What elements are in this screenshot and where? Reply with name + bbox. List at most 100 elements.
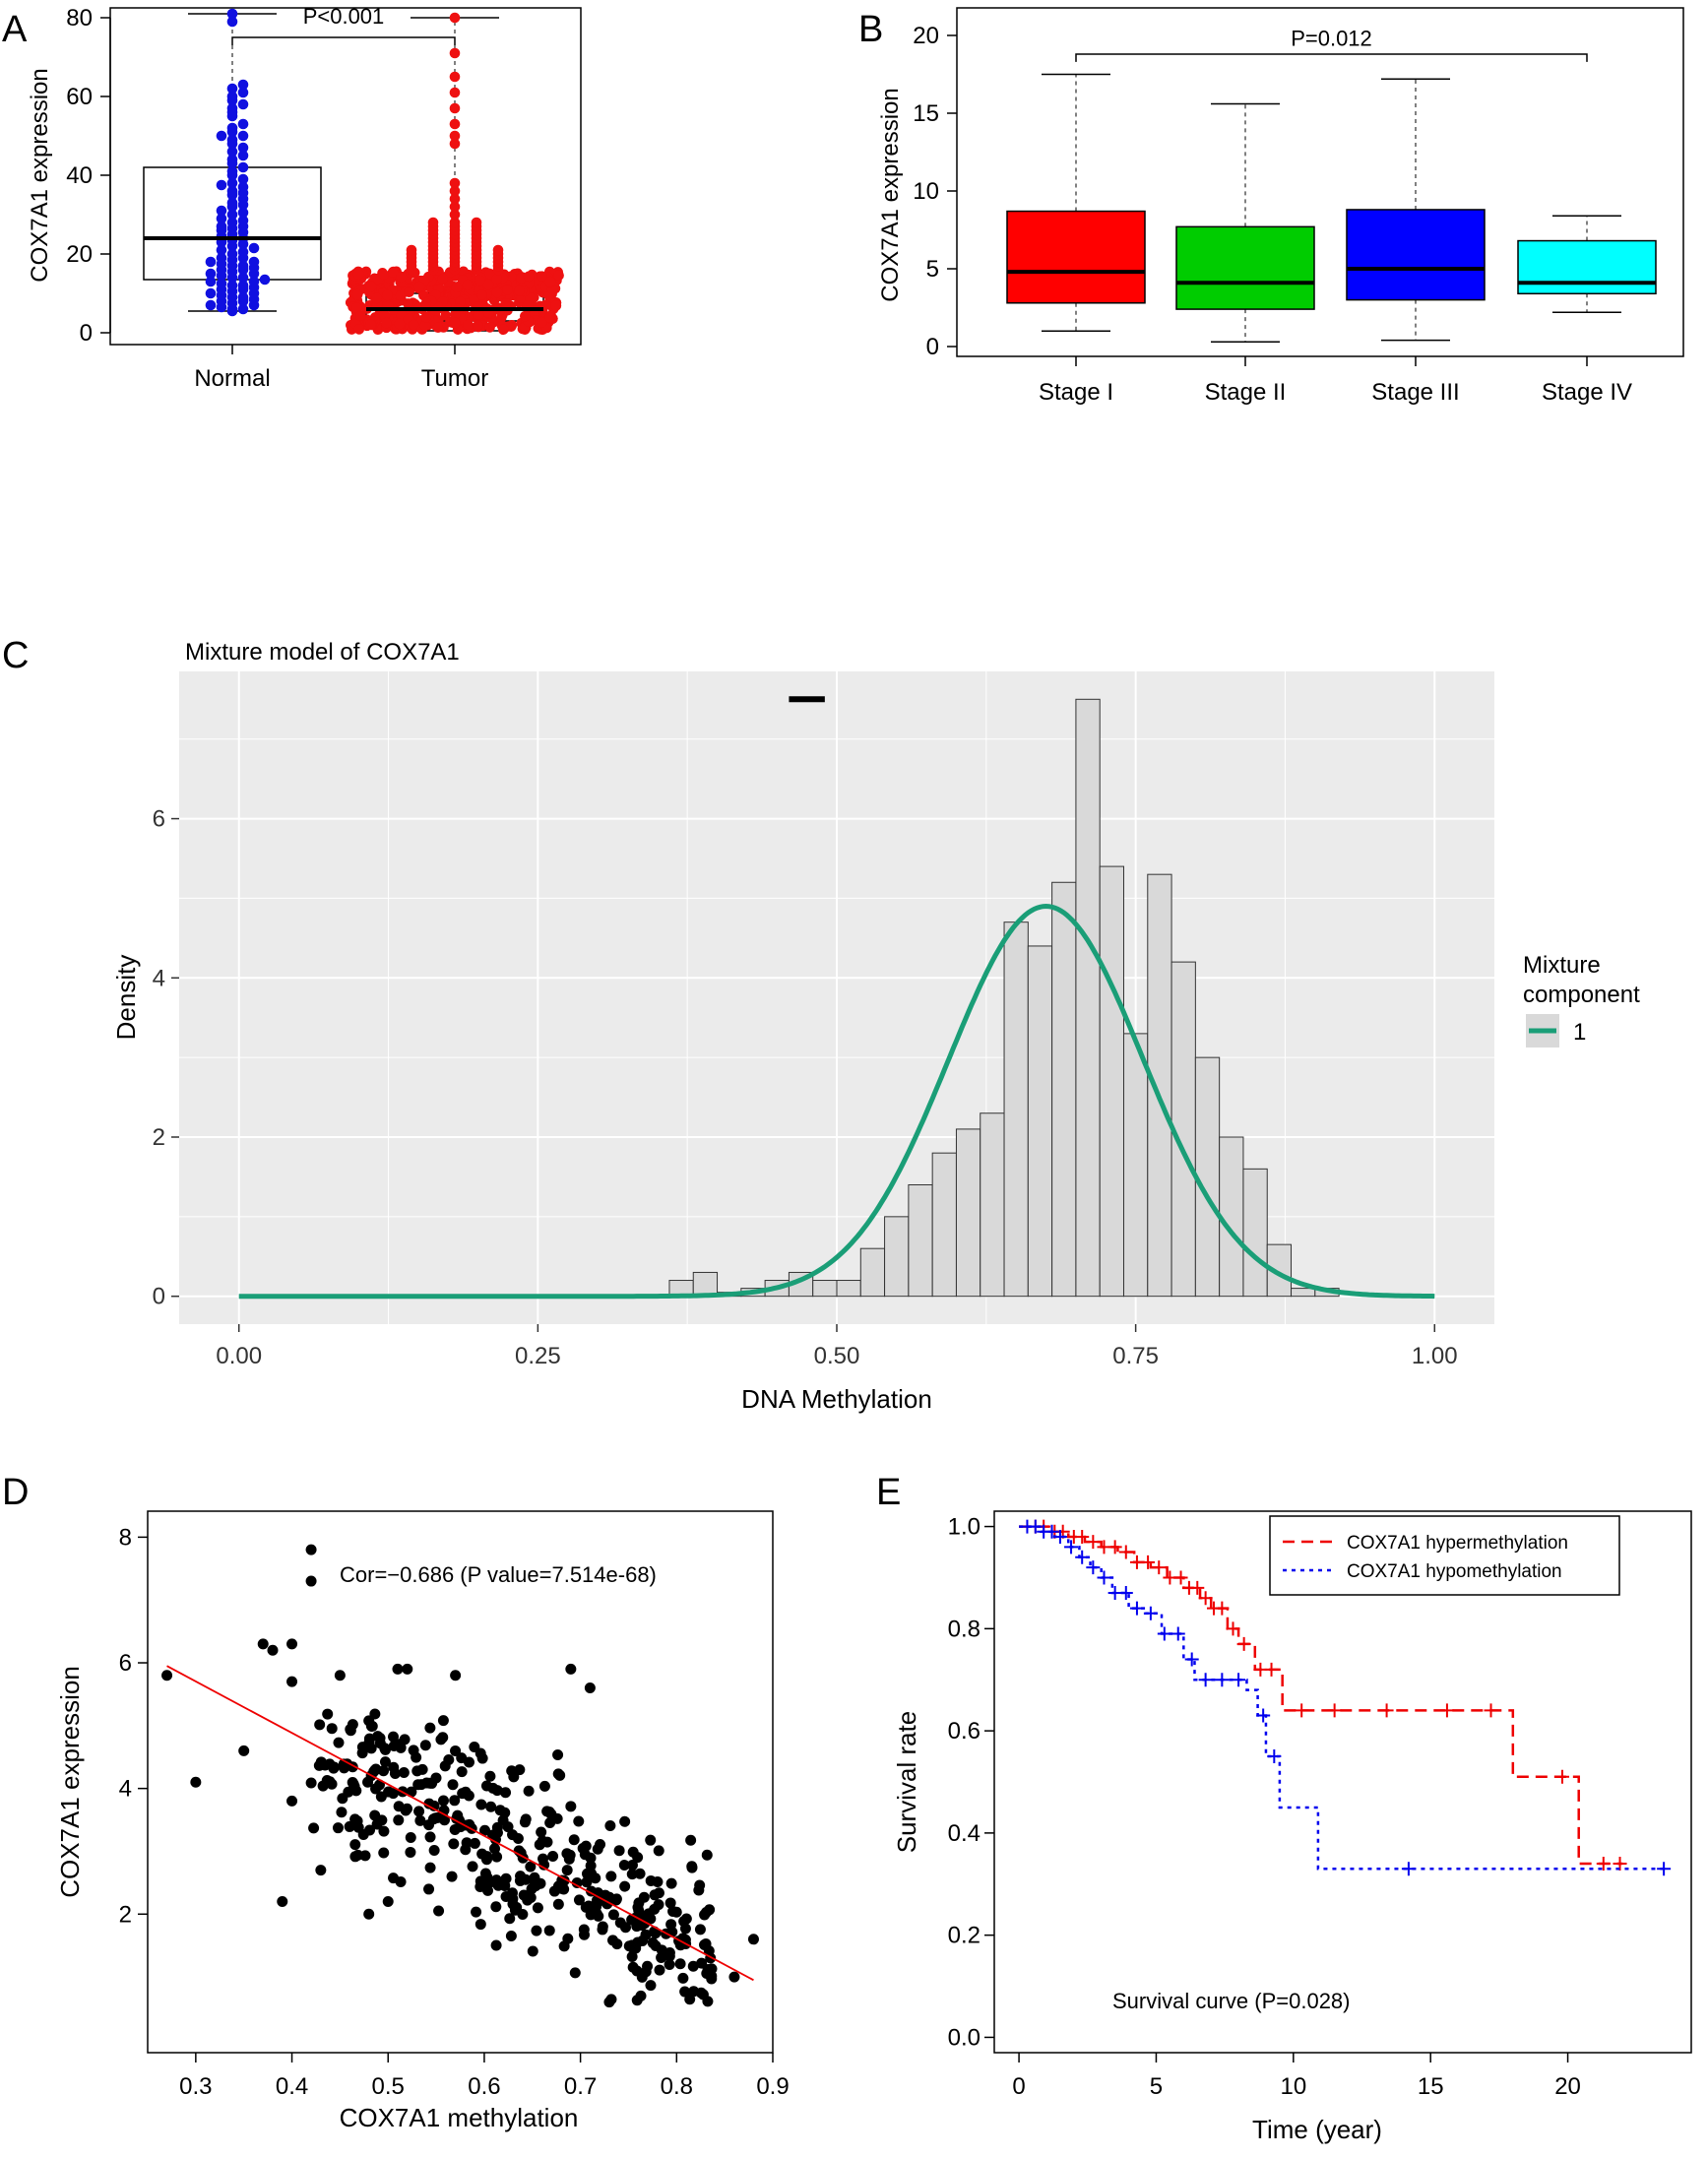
plot-frame-e	[993, 1510, 1692, 2054]
scatter-point	[449, 1795, 461, 1807]
data-point-tumor	[537, 271, 547, 282]
data-point-tumor	[413, 281, 425, 292]
scatter-point	[653, 1845, 664, 1857]
scatter-point	[446, 1871, 458, 1882]
scatter-point	[424, 1722, 436, 1734]
scatter-point	[664, 1958, 675, 1970]
data-point-tumor	[449, 209, 461, 221]
panel-label-a: A	[2, 9, 28, 50]
scatter-point	[654, 1964, 665, 1976]
data-point-normal	[226, 134, 238, 146]
scatter-point	[344, 1820, 355, 1832]
scatter-point	[423, 1798, 435, 1809]
scatter-point	[378, 1825, 390, 1837]
data-point-tumor	[382, 289, 393, 301]
scatter-point	[378, 1847, 390, 1859]
legend-box-e	[1269, 1515, 1620, 1596]
scatter-point	[393, 1801, 405, 1812]
data-point-tumor	[396, 271, 408, 283]
x-tick-label-a: Tumor	[421, 365, 488, 392]
scatter-point	[452, 1809, 464, 1821]
scatter-point	[393, 1814, 405, 1826]
x-tick-label-b: Stage II	[1205, 379, 1287, 406]
censor-mark	[1401, 1862, 1416, 1876]
data-point-tumor	[544, 276, 556, 287]
scatter-point	[638, 1891, 650, 1903]
scatter-point	[398, 1766, 410, 1778]
data-point-normal	[205, 256, 217, 268]
scatter-point	[543, 1925, 555, 1936]
data-point-normal	[259, 274, 271, 286]
y-tick-label-b: 5	[926, 256, 939, 283]
scatter-point	[497, 1814, 509, 1826]
scatter-point	[552, 1748, 564, 1760]
data-point-normal	[237, 260, 249, 272]
scatter-point	[363, 1908, 375, 1920]
scatter-point	[460, 1844, 472, 1856]
scatter-point	[580, 1840, 592, 1852]
data-point-tumor	[482, 279, 494, 290]
scatter-point	[267, 1644, 279, 1656]
censor-mark	[1184, 1652, 1199, 1667]
scatter-point	[277, 1896, 288, 1908]
data-point-tumor	[484, 322, 495, 333]
data-point-normal	[226, 185, 238, 197]
histogram-bar	[1099, 865, 1124, 1298]
scatter-point	[286, 1795, 298, 1807]
data-point-tumor	[365, 319, 376, 331]
scatter-point	[356, 1747, 368, 1759]
censor-mark	[1226, 1621, 1240, 1636]
data-point-normal	[226, 280, 238, 291]
data-point-tumor	[523, 271, 535, 283]
data-point-normal	[226, 217, 238, 228]
data-point-normal	[226, 154, 238, 165]
data-point-normal	[248, 276, 260, 287]
scatter-point	[552, 1768, 564, 1780]
scatter-point	[627, 1846, 639, 1858]
scatter-point	[573, 1894, 585, 1906]
scatter-point	[479, 1824, 491, 1836]
data-point-tumor	[378, 269, 390, 281]
panel-c-histogram: Mixture model of COX7A1 0.00 0.25 0.50 0.75 1…	[111, 639, 1640, 1414]
censor-mark	[1379, 1703, 1394, 1718]
scatter-point	[305, 1777, 317, 1789]
data-point-tumor	[351, 288, 363, 300]
scatter-point	[548, 1885, 560, 1897]
scatter-point	[494, 1805, 506, 1816]
scatter-point	[474, 1747, 486, 1759]
x-tick-label-e: 5	[1150, 2073, 1163, 2100]
scatter-point	[701, 1849, 713, 1861]
scatter-point	[333, 1737, 345, 1748]
x-tick-label-d: 0.7	[564, 2073, 597, 2100]
data-point-normal	[237, 207, 249, 219]
data-point-normal	[237, 142, 249, 154]
histogram-bar	[836, 1280, 861, 1298]
censor-mark	[1327, 1703, 1342, 1718]
scatter-point	[695, 1987, 707, 1999]
significance-bracket-a	[231, 36, 456, 45]
data-point-tumor	[420, 311, 432, 323]
data-point-tumor	[450, 308, 461, 320]
y-tick-label-c: 2	[153, 1124, 165, 1151]
scatter-point	[450, 1670, 462, 1682]
data-point-normal	[237, 246, 249, 258]
data-point-normal	[237, 98, 249, 110]
data-point-tumor	[492, 244, 504, 256]
scatter-point	[505, 1931, 517, 1942]
censor-mark	[1170, 1626, 1185, 1641]
y-tick-label-d: 6	[119, 1650, 132, 1677]
density-curve	[238, 903, 1435, 1300]
scatter-point	[305, 1575, 317, 1587]
scatter-point	[395, 1742, 407, 1753]
scatter-point	[520, 1813, 532, 1825]
scatter-point	[642, 1960, 654, 1972]
scatter-point	[747, 1934, 759, 1945]
data-point-tumor	[449, 185, 461, 197]
data-point-normal	[226, 165, 238, 177]
legend-title-c: Mixture	[1523, 952, 1601, 979]
scatter-point	[613, 1845, 625, 1857]
data-point-normal	[226, 248, 238, 260]
scatter-point	[685, 1834, 697, 1846]
censor-mark	[1232, 1673, 1246, 1687]
scatter-point	[437, 1732, 449, 1744]
